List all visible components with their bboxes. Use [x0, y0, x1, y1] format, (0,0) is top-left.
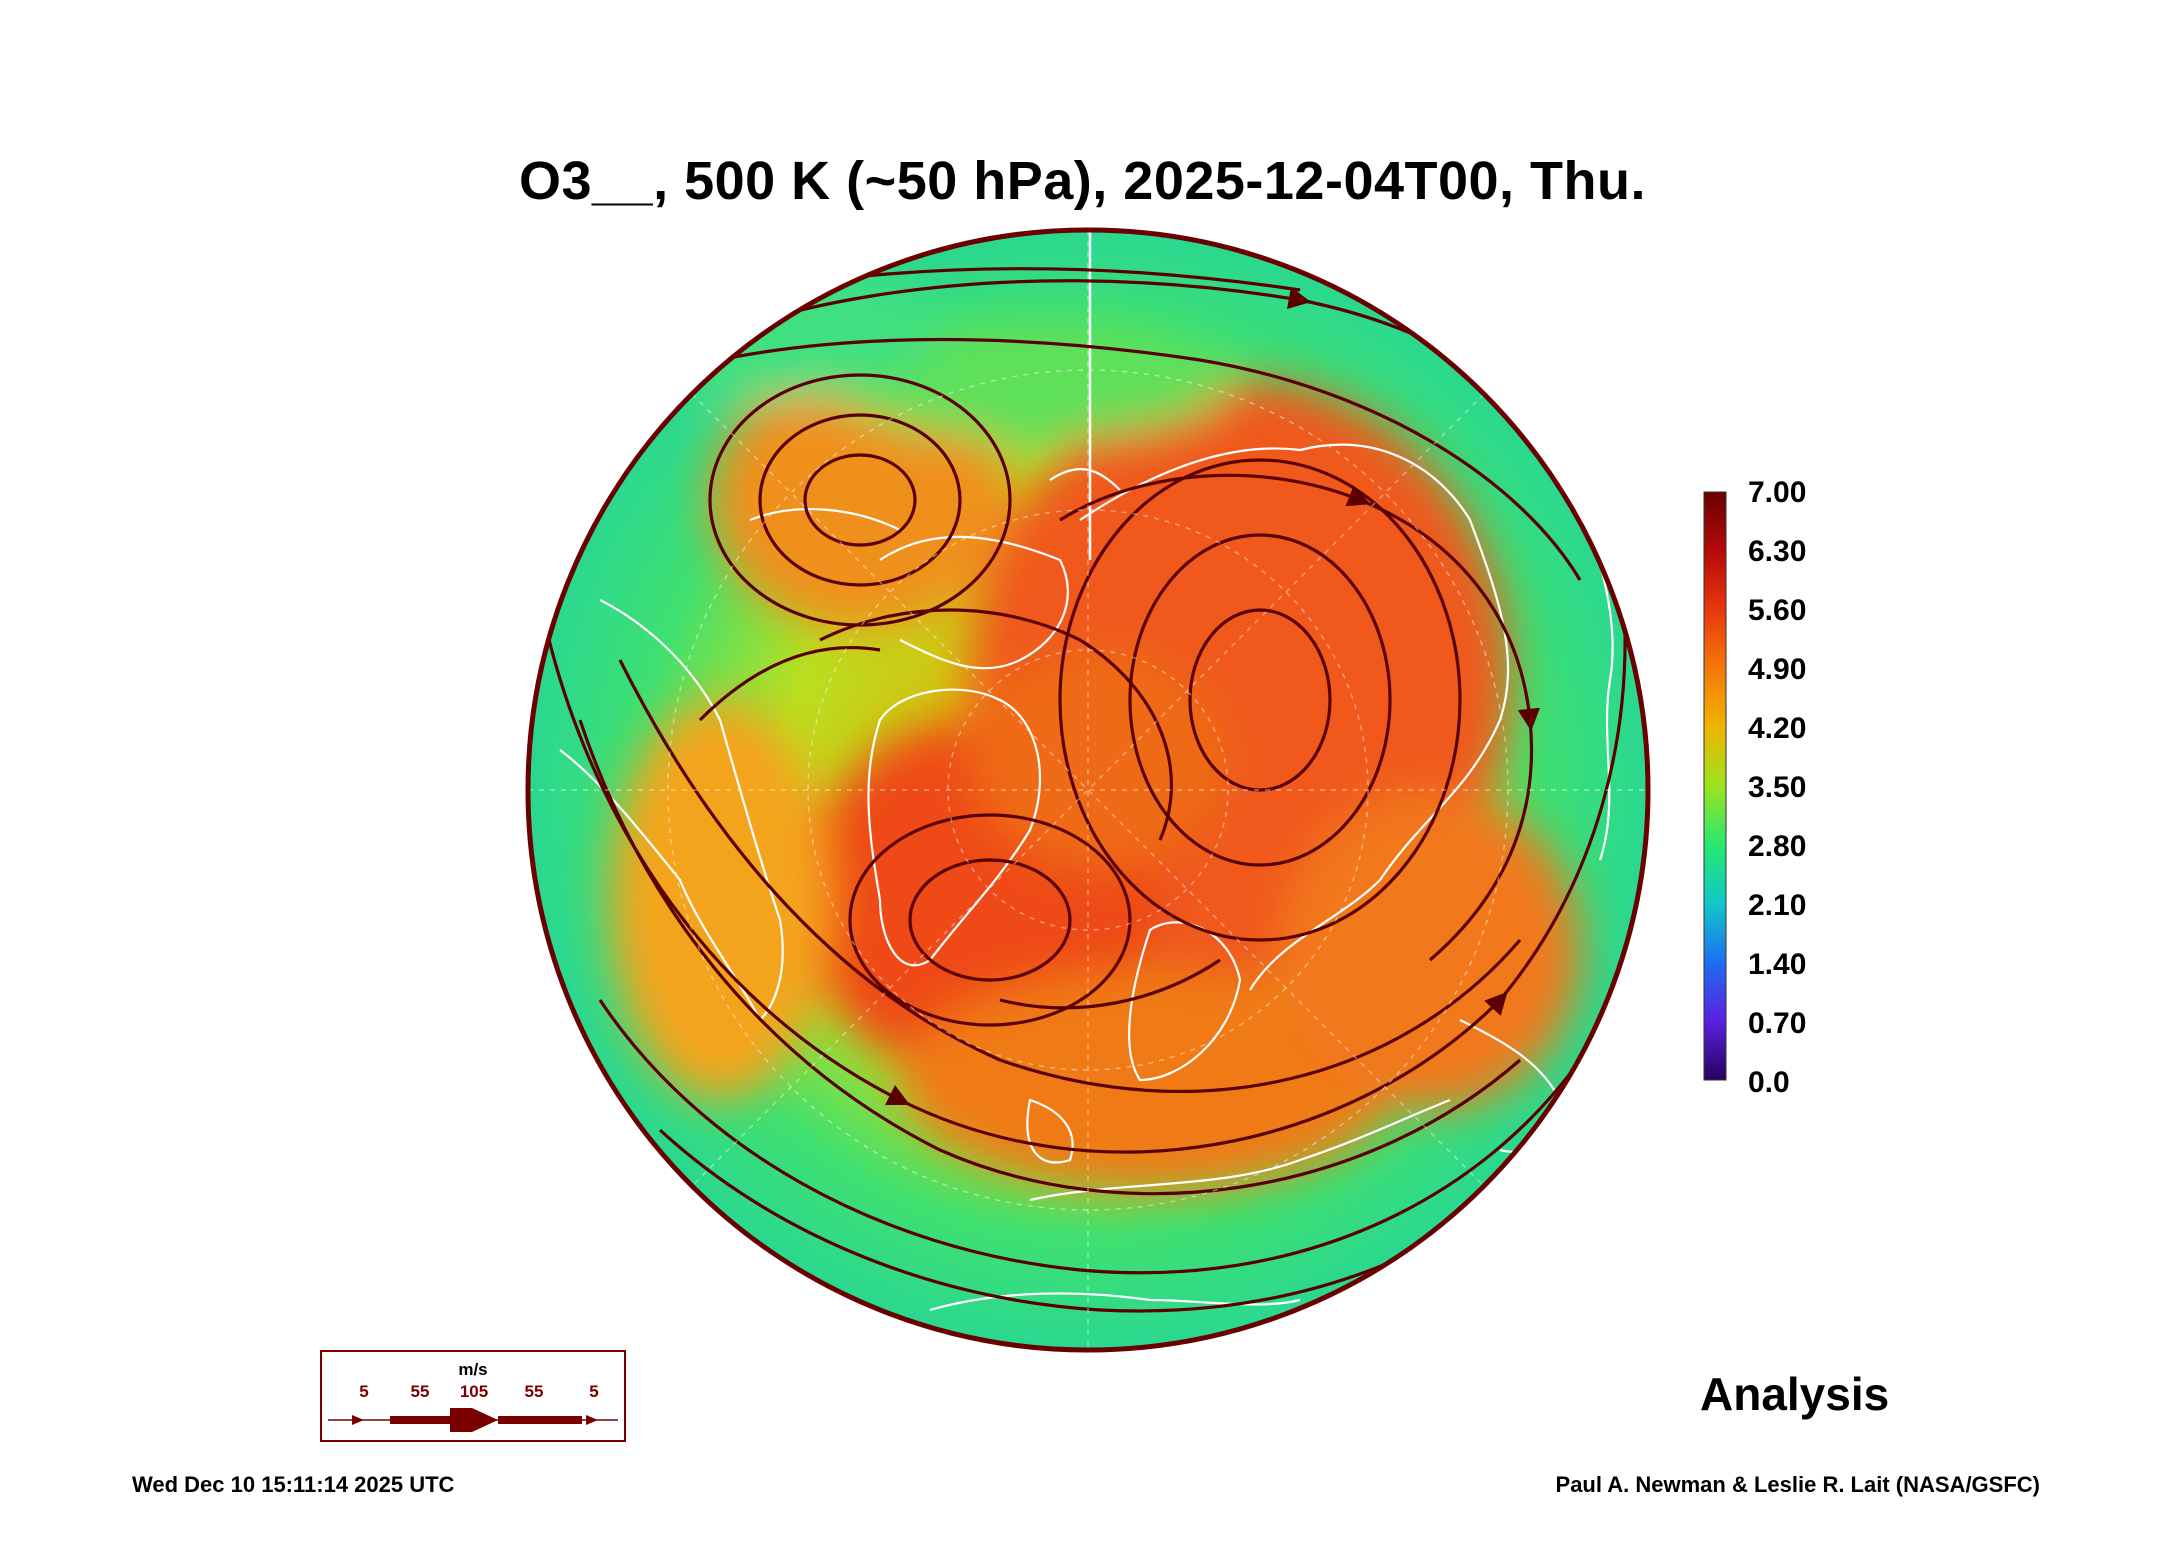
colorbar-label: 2.10	[1748, 889, 1807, 922]
colorbar-label: 6.30	[1748, 535, 1807, 568]
plot-title: O3__, 500 K (~50 hPa), 2025-12-04T00, Th…	[518, 151, 1647, 211]
wind-legend-tick: 5	[589, 1382, 599, 1401]
footer-credit: Paul A. Newman & Leslie R. Lait (NASA/GS…	[1555, 1472, 2040, 1497]
analysis-label: Analysis	[1700, 1368, 1890, 1420]
wind-legend-unit: m/s	[458, 1360, 488, 1379]
wind-legend-tick: 5	[359, 1382, 369, 1401]
colorbar-label: 5.60	[1748, 594, 1807, 627]
colorbar-label: 3.50	[1748, 771, 1807, 804]
wind-legend-tick: 55	[410, 1382, 430, 1401]
colorbar-label: 0.70	[1748, 1007, 1807, 1040]
colorbar-label: 4.90	[1748, 653, 1807, 686]
wind-legend-tick: 105	[459, 1382, 489, 1401]
footer-timestamp: Wed Dec 10 15:11:14 2025 UTC	[132, 1472, 455, 1497]
map-boundary	[525, 227, 1651, 1353]
wind-speed-legend: m/s 5 55 105 55 5	[320, 1350, 626, 1442]
colorbar-label: 7.00	[1748, 476, 1807, 509]
colorbar-label: 0.0	[1748, 1066, 1790, 1099]
wind-legend-tick: 55	[524, 1382, 544, 1401]
colorbar-label: 4.20	[1748, 712, 1807, 745]
colorbar-label: 2.80	[1748, 830, 1807, 863]
colorbar	[1703, 491, 1727, 1081]
wind-legend-arrow	[328, 1408, 618, 1432]
colorbar-label: 1.40	[1748, 948, 1807, 981]
graticule	[528, 230, 1648, 1350]
